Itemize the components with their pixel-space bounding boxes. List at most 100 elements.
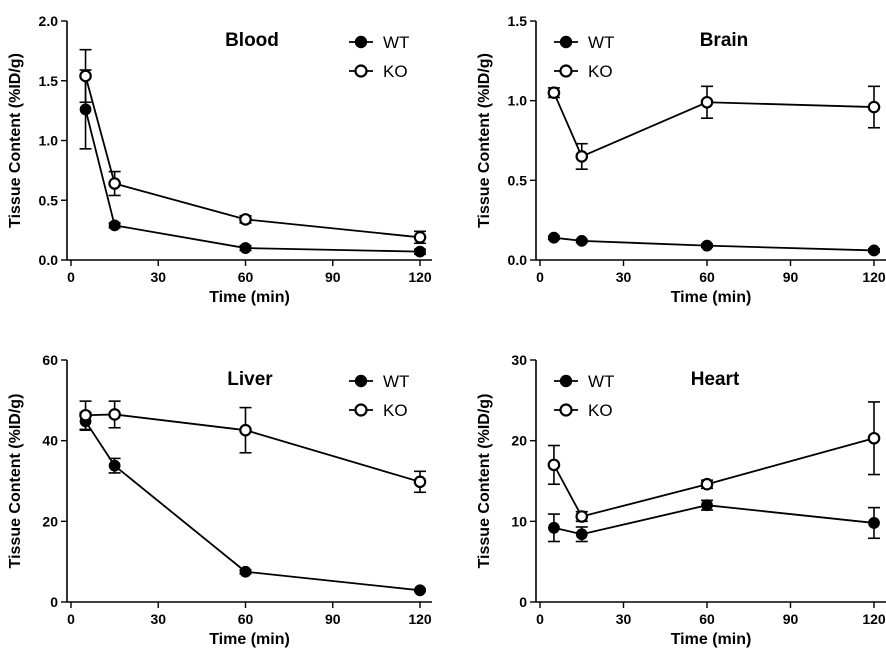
- data-point-ko: [700, 95, 714, 109]
- data-point-ko: [700, 477, 714, 491]
- series-line-wt: [553, 236, 875, 252]
- y-tick-label: 0.5: [39, 192, 59, 208]
- series-line-wt: [84, 420, 421, 592]
- legend: WT KO: [554, 372, 614, 420]
- data-point-ko: [575, 510, 589, 523]
- data-point-wt: [868, 517, 880, 529]
- data-point-ko: [547, 86, 561, 99]
- data-point-ko: [108, 177, 121, 190]
- y-tick-label: 1.0: [39, 133, 59, 149]
- series-line-ko: [553, 92, 875, 158]
- data-point-ko: [867, 100, 881, 114]
- panel-title: Heart: [691, 369, 740, 390]
- series-line-wt: [84, 109, 421, 253]
- y-axis-label: Tissue Content (%ID/g): [476, 53, 493, 228]
- data-point-ko: [79, 69, 92, 83]
- y-axis-label: Tissue Content (%ID/g): [7, 394, 24, 569]
- legend: WT KO: [554, 33, 614, 81]
- x-tick-label: 30: [616, 269, 632, 285]
- series-line-ko: [553, 437, 875, 518]
- y-tick-label: 0.0: [508, 252, 528, 268]
- x-tick-label: 30: [150, 611, 166, 627]
- y-tick-label: 10: [511, 513, 527, 529]
- series-line-ko: [84, 75, 421, 239]
- y-tick-label: 40: [42, 433, 58, 449]
- legend-marker-ko: [354, 403, 368, 417]
- data-point-wt: [868, 244, 880, 257]
- data-point-wt: [414, 245, 426, 258]
- legend-marker-ko: [559, 403, 573, 417]
- legend: WT KO: [349, 372, 409, 420]
- legend-marker-wt: [354, 35, 368, 49]
- data-point-ko: [413, 230, 427, 244]
- data-point-wt: [414, 584, 426, 597]
- data-point-wt: [548, 231, 560, 244]
- x-tick-label: 30: [150, 269, 166, 285]
- x-tick-label: 60: [699, 611, 715, 627]
- data-point-wt: [548, 521, 560, 534]
- series-line-wt: [553, 504, 875, 536]
- x-tick-label: 120: [408, 611, 432, 627]
- y-tick-label: 1.5: [39, 73, 59, 89]
- x-tick-label: 0: [536, 611, 544, 627]
- data-point-wt: [575, 528, 588, 541]
- x-tick-label: 60: [238, 611, 254, 627]
- chart-panel-blood: 0.0 0.5 1.0 1.5 2.0 0 30 60 90 120 Time (min) Tissu…: [7, 13, 432, 306]
- series-wt: [547, 499, 880, 543]
- legend-marker-wt: [354, 374, 368, 388]
- x-axis-label: Time (min): [209, 631, 290, 648]
- series-wt: [79, 411, 426, 597]
- x-tick-label: 60: [238, 269, 254, 285]
- legend-label-ko: KO: [588, 62, 613, 81]
- panel-title: Liver: [227, 369, 273, 390]
- y-tick-label: 2.0: [39, 13, 59, 29]
- x-tick-label: 120: [862, 269, 886, 285]
- x-axis-label: Time (min): [671, 631, 752, 648]
- x-tick-label: 0: [536, 269, 544, 285]
- data-point-ko: [575, 150, 589, 163]
- legend-label-ko: KO: [588, 401, 613, 420]
- legend-marker-ko: [354, 64, 368, 78]
- x-tick-label: 90: [783, 611, 799, 627]
- y-tick-label: 0.0: [39, 252, 59, 268]
- legend-label-ko: KO: [383, 62, 408, 81]
- legend-marker-ko: [559, 64, 573, 78]
- data-point-ko: [239, 423, 252, 437]
- series-ko: [79, 48, 427, 245]
- y-tick-label: 1.5: [508, 13, 528, 29]
- y-tick-label: 0: [519, 594, 527, 610]
- data-point-ko: [79, 408, 92, 422]
- x-tick-label: 90: [325, 269, 341, 285]
- x-tick-label: 120: [862, 611, 886, 627]
- data-point-wt: [239, 242, 252, 254]
- x-tick-label: 60: [699, 269, 715, 285]
- chart-panel-heart: 0 10 20 30 0 30 60 90 120 Time (min) Tissue Conten…: [476, 352, 886, 648]
- series-ko: [547, 401, 881, 523]
- data-point-ko: [108, 408, 121, 421]
- data-point-wt: [575, 234, 588, 247]
- y-tick-label: 20: [511, 433, 527, 449]
- y-tick-label: 1.0: [508, 93, 528, 109]
- y-axis-label: Tissue Content (%ID/g): [7, 53, 24, 228]
- data-point-wt: [108, 219, 121, 232]
- panel-title: Brain: [700, 30, 749, 51]
- legend-label-wt: WT: [588, 33, 614, 52]
- data-point-wt: [108, 459, 121, 472]
- legend-label-wt: WT: [588, 372, 614, 391]
- legend-marker-wt: [559, 374, 573, 388]
- x-tick-label: 30: [616, 611, 632, 627]
- legend-marker-wt: [559, 35, 573, 49]
- y-tick-label: 30: [511, 352, 527, 368]
- data-point-ko: [413, 475, 427, 489]
- chart-panel-liver: 0 20 40 60 0 30 60 90 120 Time (min) Tissue Conten…: [7, 352, 432, 648]
- series-wt: [79, 69, 426, 258]
- chart-panel-brain: 0.0 0.5 1.0 1.5 0 30 60 90 120 Time (min) Tissue C…: [476, 13, 886, 306]
- data-point-wt: [239, 565, 252, 578]
- y-tick-label: 60: [42, 352, 58, 368]
- legend: WT KO: [349, 33, 409, 81]
- series-line-ko: [85, 413, 421, 483]
- x-axis-label: Time (min): [671, 289, 752, 306]
- series-ko: [547, 85, 881, 170]
- x-tick-label: 0: [67, 611, 75, 627]
